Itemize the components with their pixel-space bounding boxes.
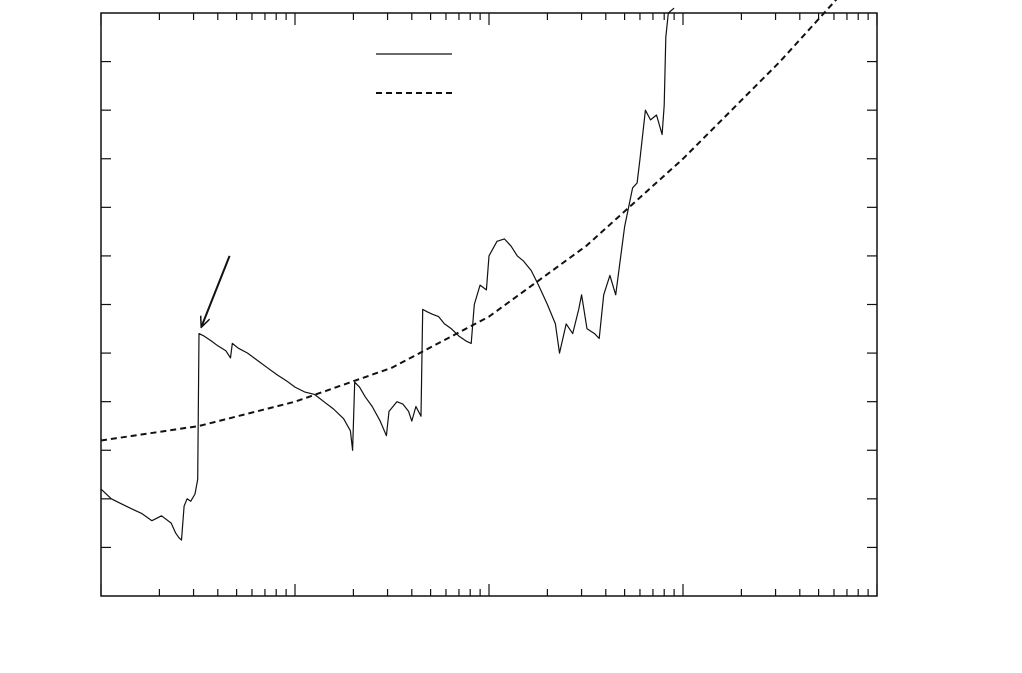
axis-ticks [100,13,878,596]
plot-frame [100,12,878,597]
series-layer [100,0,838,541]
legend [376,53,452,94]
fit-curve-line [100,0,838,442]
annotation-layer [202,255,231,326]
annotation-arrow [202,255,231,326]
data-series-line [100,7,675,541]
